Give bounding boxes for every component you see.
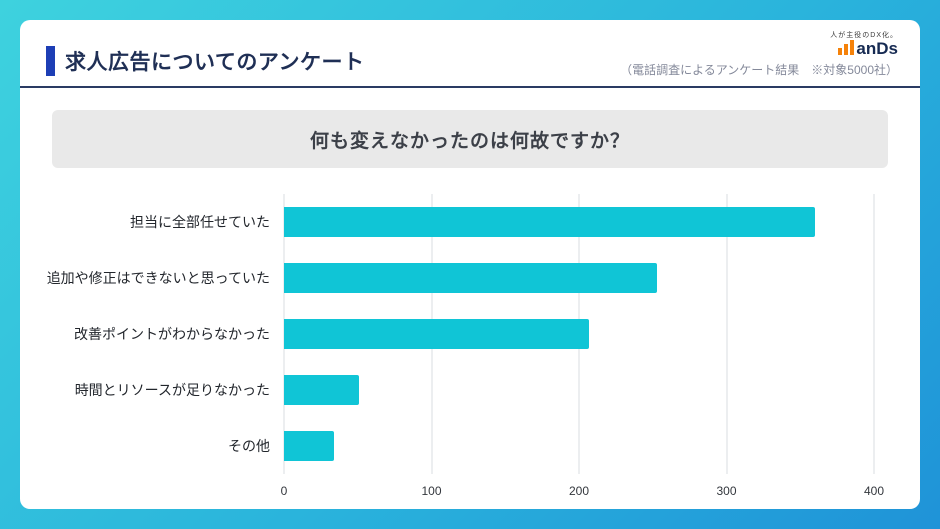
x-tick-label: 0: [280, 484, 288, 498]
question-box: 何も変えなかったのは何故ですか？: [52, 110, 888, 168]
x-tick-label: 400: [863, 484, 885, 498]
question-text: 何も変えなかったのは何故ですか？: [309, 130, 630, 152]
header-right: 人が主役のDX化。 anDs （電話調査によるアンケート結果 ※対象5000社）: [620, 30, 898, 78]
x-axis: 0 100 200 300 400: [280, 478, 884, 504]
category-label: その他: [228, 438, 270, 454]
survey-caption: （電話調査によるアンケート結果 ※対象5000社）: [620, 63, 898, 77]
bar-row: [284, 418, 874, 474]
category-label: 担当に全部任せていた: [130, 214, 270, 230]
bar: [284, 319, 590, 349]
header: 求人広告についてのアンケート 人が主役のDX化。 anDs （電話調査によるアン…: [20, 20, 920, 86]
bar-chart: 担当に全部任せていた追加や修正はできないと思っていた改善ポイントがわからなかった…: [40, 194, 884, 504]
logo-text: anDs: [856, 39, 898, 58]
bar-row: [284, 194, 874, 250]
page-title: 求人広告についてのアンケート: [65, 51, 365, 74]
header-divider: [20, 86, 920, 88]
gridline: [726, 194, 727, 474]
bar-row: [284, 362, 874, 418]
bar: [284, 375, 360, 405]
x-tick-label: 300: [716, 484, 737, 498]
slide-card: 求人広告についてのアンケート 人が主役のDX化。 anDs （電話調査によるアン…: [20, 20, 920, 509]
logo-row: anDs: [838, 40, 898, 57]
plot-column: 0 100 200 300 400: [280, 194, 884, 504]
bar-row: [284, 306, 874, 362]
bar: [284, 263, 658, 293]
bar: [284, 431, 335, 461]
x-tick-label: 100: [421, 484, 442, 498]
title-block: 求人広告についてのアンケート: [46, 46, 365, 78]
logo: 人が主役のDX化。 anDs: [830, 30, 898, 57]
logo-tagline: 人が主役のDX化。: [830, 32, 898, 39]
bar: [284, 207, 815, 237]
title-accent-bar: [46, 46, 55, 76]
bar-row: [284, 250, 874, 306]
category-label: 時間とリソースが足りなかった: [74, 382, 270, 398]
category-labels-column: 担当に全部任せていた追加や修正はできないと思っていた改善ポイントがわからなかった…: [40, 194, 284, 504]
plot-area: [283, 194, 875, 474]
logo-bar-chart-icon: [838, 40, 855, 57]
gridline: [873, 194, 875, 474]
x-tick-label: 200: [568, 484, 590, 498]
category-label: 追加や修正はできないと思っていた: [46, 270, 270, 286]
category-label: 改善ポイントがわからなかった: [74, 326, 270, 342]
